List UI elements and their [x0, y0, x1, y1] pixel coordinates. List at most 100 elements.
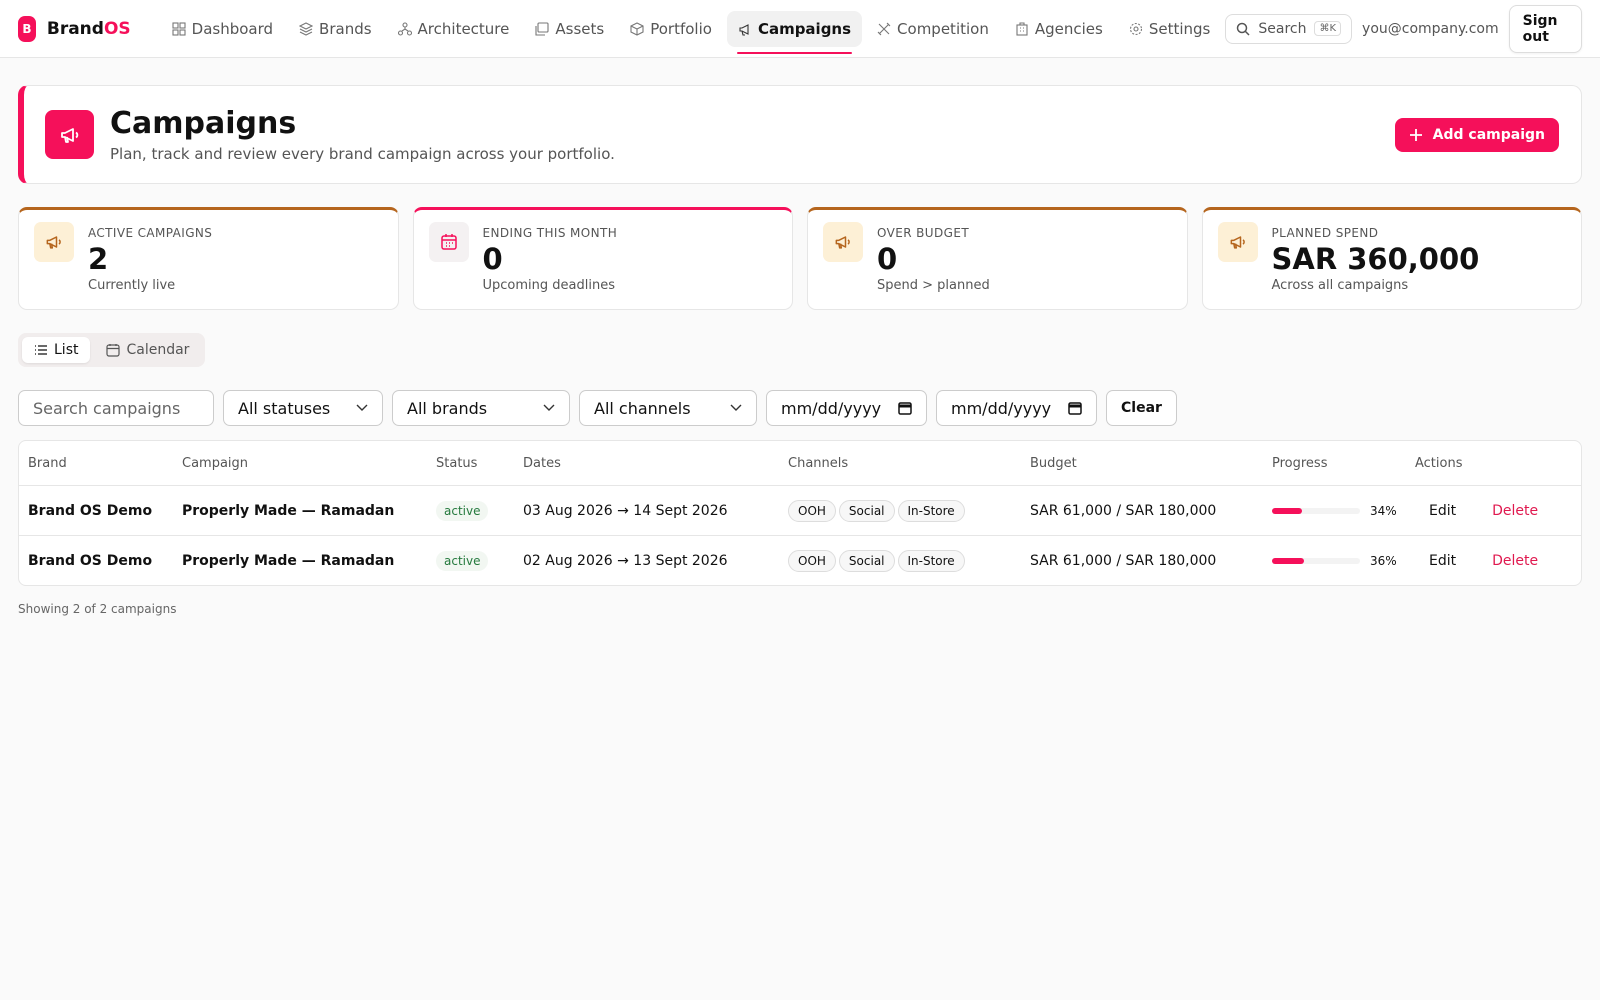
nav-icon: [535, 21, 549, 36]
date-placeholder: mm/dd/yyyy: [781, 398, 882, 418]
stat-icon-glyph: [440, 234, 457, 250]
nav-icon: [1016, 21, 1028, 36]
add-campaign-label: Add campaign: [1432, 126, 1545, 143]
edit-button[interactable]: Edit: [1429, 502, 1457, 519]
brand-name[interactable]: BrandOS: [47, 19, 131, 39]
page-subtitle: Plan, track and review every brand campa…: [110, 145, 615, 163]
column-header: Dates: [523, 455, 561, 471]
stat-icon: [823, 222, 863, 262]
column-header: Status: [436, 455, 478, 471]
status-cell: active: [427, 550, 514, 571]
table-footer: Showing 2 of 2 campaigns: [18, 602, 177, 616]
stat-icon-glyph: [46, 236, 61, 249]
edit-button[interactable]: Edit: [1429, 552, 1457, 569]
stat-value: 0: [877, 242, 898, 276]
add-campaign-button[interactable]: Add campaign: [1394, 117, 1559, 152]
progress-track: [1272, 557, 1360, 564]
brand-suffix: OS: [103, 18, 131, 39]
progress-label: 34%: [1370, 503, 1397, 518]
table-header: Brand Campaign Status Dates Channels Budget Pr…: [19, 441, 1581, 485]
nav-item[interactable]: Agencies: [1004, 11, 1114, 47]
view-list[interactable]: List: [22, 337, 91, 363]
nav-label: Assets: [555, 19, 605, 38]
column-header: Brand: [28, 455, 67, 471]
stat-card: ACTIVE CAMPAIGNS 2 Currently live: [18, 207, 399, 310]
sign-out[interactable]: Sign out: [1508, 4, 1582, 53]
nav-icon: [299, 21, 314, 36]
status-badge: active: [436, 500, 489, 521]
progress-cell: 36%: [1263, 553, 1406, 569]
campaign-cell: Properly Made — Ramadan: [182, 552, 395, 569]
channels-cell: OOH Social In-Store: [779, 549, 1021, 572]
actions-cell: Edit Delete: [1406, 503, 1538, 519]
stat-note: Spend > planned: [877, 278, 990, 293]
column-header: Actions: [1415, 455, 1463, 471]
status-badge: active: [436, 550, 489, 571]
stat-icon-glyph: [835, 236, 850, 249]
brand-prefix: Brand: [46, 18, 104, 39]
column-header: Campaign: [182, 455, 249, 471]
campaign-cell: Properly Made — Ramadan: [182, 502, 395, 519]
search-label: Search: [1258, 20, 1307, 37]
delete-button[interactable]: Delete: [1492, 502, 1539, 519]
stat-note: Currently live: [88, 278, 176, 293]
nav-item[interactable]: Campaigns: [726, 10, 863, 54]
brand-select[interactable]: All brands: [392, 390, 570, 426]
channel-select[interactable]: All channels: [579, 390, 757, 426]
progress-fill: [1272, 557, 1304, 564]
header-icon: [45, 110, 94, 159]
stat-label: PLANNED SPEND: [1271, 226, 1379, 240]
column-header: Budget: [1030, 455, 1077, 471]
delete-button[interactable]: Delete: [1492, 552, 1539, 569]
progress-cell: 34%: [1263, 503, 1406, 519]
view-label: Calendar: [126, 342, 190, 358]
nav-item[interactable]: Assets: [524, 11, 615, 47]
brand-cell: Brand OS Demo: [28, 552, 153, 569]
clear-button[interactable]: Clear: [1106, 390, 1177, 426]
nav-item[interactable]: Portfolio: [619, 11, 723, 47]
placeholder: Search campaigns: [33, 398, 181, 418]
status-select[interactable]: All statuses: [223, 390, 383, 426]
column-header: Progress: [1272, 455, 1328, 471]
channel-pill: Social: [838, 549, 895, 572]
date-from[interactable]: mm/dd/yyyy: [766, 390, 927, 426]
search-input[interactable]: Search campaigns: [18, 390, 214, 426]
brand-cell: Brand OS Demo: [28, 502, 153, 519]
actions-cell: Edit Delete: [1406, 553, 1538, 569]
view-label: List: [54, 342, 79, 358]
search-button[interactable]: Search ⌘K: [1225, 13, 1353, 44]
nav-item[interactable]: Competition: [866, 11, 1000, 47]
logo[interactable]: B: [18, 15, 36, 42]
stat-icon: [34, 222, 74, 262]
stat-label: ENDING THIS MONTH: [482, 226, 618, 240]
nav-item[interactable]: Architecture: [387, 11, 521, 47]
channel-pill: OOH: [788, 549, 836, 572]
nav-icon: [739, 23, 749, 36]
date-to[interactable]: mm/dd/yyyy: [936, 390, 1097, 426]
stat-value: 0: [482, 242, 503, 276]
view-calendar[interactable]: Calendar: [94, 337, 201, 363]
nav-label: Agencies: [1034, 19, 1103, 38]
stat-text: OVER BUDGET 0 Spend > planned: [877, 222, 990, 297]
nav-item[interactable]: Dashboard: [161, 11, 284, 47]
view-toggle: List Calendar: [18, 333, 206, 367]
stat-label: OVER BUDGET: [877, 226, 970, 240]
nav-icon: [630, 21, 644, 36]
progress-label: 36%: [1370, 553, 1397, 568]
nav-item[interactable]: Brands: [288, 11, 383, 47]
nav-item[interactable]: Settings: [1118, 11, 1222, 47]
campaigns-table: Brand Campaign Status Dates Channels Budget Pr…: [18, 440, 1582, 586]
stat-icon: [428, 222, 469, 262]
page-title: Campaigns: [110, 106, 297, 141]
stat-card: OVER BUDGET 0 Spend > planned: [807, 207, 1188, 310]
progress-track: [1272, 507, 1360, 514]
nav-label: Architecture: [417, 19, 510, 38]
stat-text: ENDING THIS MONTH 0 Upcoming deadlines: [483, 222, 618, 297]
stat-note: Across all campaigns: [1271, 278, 1409, 293]
stat-value: 2: [88, 242, 109, 276]
stat-icon: [1217, 222, 1258, 262]
main: Campaigns Plan, track and review every b…: [0, 58, 1600, 616]
table-row: Brand OS Demo Properly Made — Ramadan acti…: [19, 535, 1581, 585]
